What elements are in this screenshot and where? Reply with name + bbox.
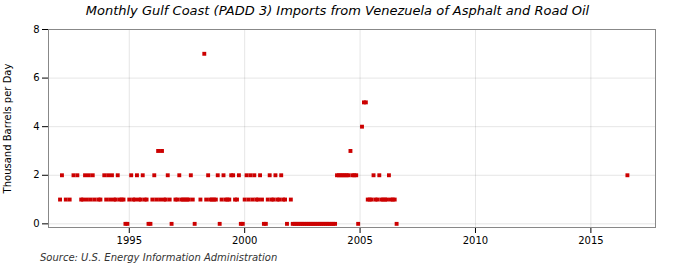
- html-text:Monthly Gulf Coast (PADD 3) Im: Monthly Gulf Coast (PADD 3) Imports from…: [85, 3, 590, 18]
- svg-text:2005: 2005: [347, 235, 372, 246]
- svg-text:6: 6: [33, 72, 39, 83]
- svg-text:2000: 2000: [232, 235, 257, 246]
- svg-text:1995: 1995: [117, 235, 142, 246]
- svg-text:8: 8: [33, 24, 39, 35]
- svg-text:Thousand Barrels per Day: Thousand Barrels per Day: [2, 64, 13, 195]
- svg-text:0: 0: [33, 218, 39, 229]
- svg-text:2015: 2015: [578, 235, 603, 246]
- svg-text:2: 2: [33, 169, 39, 180]
- html-text:Source: U.S. Energy Informatio: Source: U.S. Energy Information Administ…: [40, 252, 278, 263]
- svg-text:4: 4: [33, 121, 39, 132]
- svg-text:2010: 2010: [463, 235, 488, 246]
